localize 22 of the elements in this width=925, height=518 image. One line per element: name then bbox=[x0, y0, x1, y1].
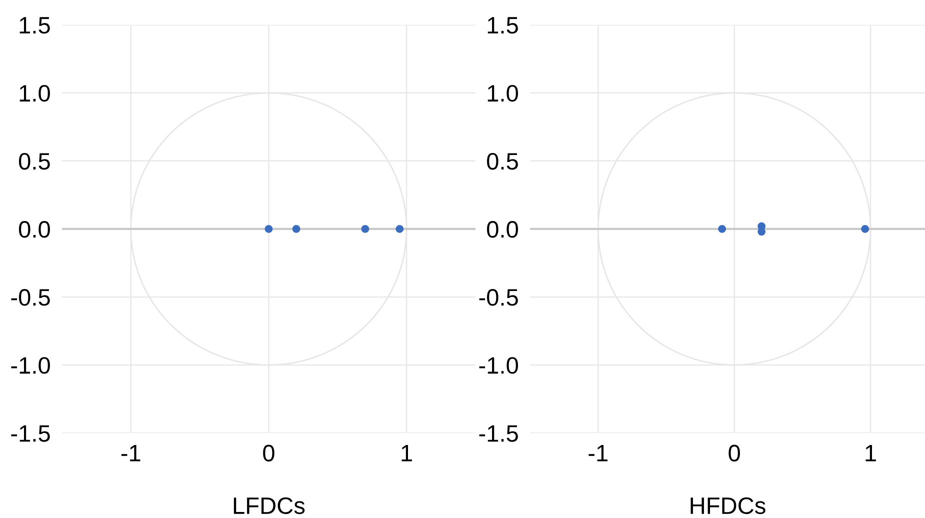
y-tick-label: 0.0 bbox=[487, 221, 518, 238]
x-tick-label: -1 bbox=[588, 445, 608, 462]
y-tick-label: -0.5 bbox=[11, 289, 50, 306]
y-tick-label: 1.5 bbox=[488, 17, 518, 34]
x-tick-label: -1 bbox=[121, 445, 140, 462]
y-tick-label: 0.5 bbox=[18, 152, 50, 170]
x-tick-label: 0 bbox=[263, 444, 274, 462]
y-tick-label: -1.5 bbox=[479, 425, 518, 442]
y-tick-label: -0.5 bbox=[479, 289, 518, 306]
y-tick-label: -1.0 bbox=[479, 357, 518, 374]
y-tick-label: 0.5 bbox=[487, 152, 518, 170]
y-tick-label: 1.0 bbox=[20, 84, 50, 102]
x-axis-title: HFDCs bbox=[690, 497, 766, 514]
y-tick-label: 1.0 bbox=[488, 84, 518, 102]
y-tick-label: -1.0 bbox=[11, 357, 50, 374]
x-axis-title: LFDCs bbox=[234, 497, 305, 514]
y-tick-label: -1.5 bbox=[11, 425, 50, 442]
x-tick-label: 1 bbox=[866, 445, 876, 462]
y-tick-label: 0.0 bbox=[18, 221, 50, 238]
x-tick-label: 0 bbox=[728, 444, 740, 462]
x-tick-label: 1 bbox=[402, 445, 412, 462]
y-tick-label: 1.5 bbox=[20, 17, 50, 34]
